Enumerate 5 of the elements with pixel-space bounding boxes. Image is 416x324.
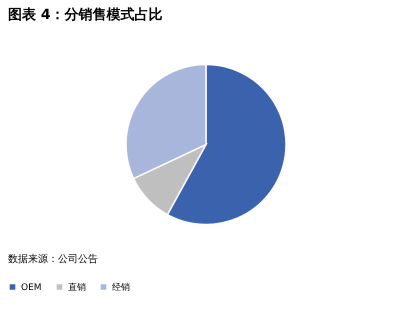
source-note: 数据来源：公司公告 — [8, 253, 98, 265]
legend-label: OEM — [21, 282, 42, 293]
chart-title: 图表 4：分销售模式占比 — [8, 7, 163, 23]
legend-label: 直销 — [68, 282, 86, 293]
legend-label: 经销 — [112, 282, 130, 293]
